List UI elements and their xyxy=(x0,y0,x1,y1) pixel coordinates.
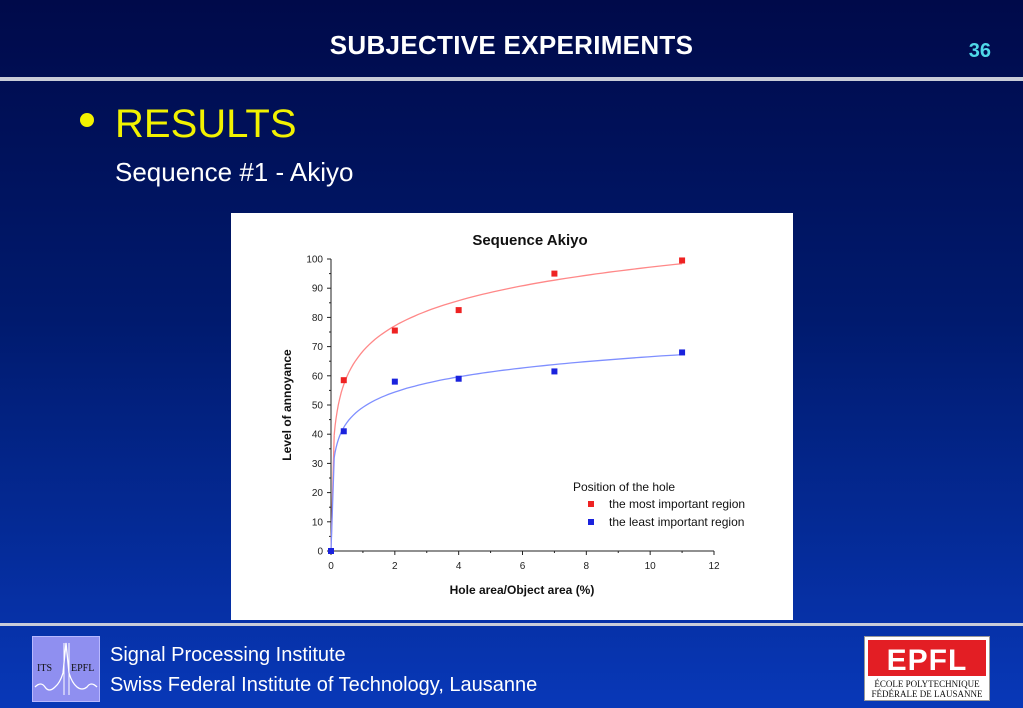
x-tick-label: 0 xyxy=(328,561,334,572)
header-divider xyxy=(0,77,1023,81)
section-subheading: Sequence #1 - Akiyo xyxy=(115,157,354,187)
y-tick-label: 70 xyxy=(312,342,324,353)
legend-title: Position of the hole xyxy=(573,480,675,494)
footer-university: Swiss Federal Institute of Technology, L… xyxy=(110,674,538,696)
epfl-name-line2: FÉDÉRALE DE LAUSANNE xyxy=(872,689,983,699)
slide-title: SUBJECTIVE EXPERIMENTS xyxy=(329,30,694,60)
x-tick-label: 10 xyxy=(645,561,657,572)
x-tick-label: 8 xyxy=(584,561,590,572)
chart-panel: Sequence Akiyo Hole area/Object area (%)… xyxy=(231,213,793,620)
chart-title: Sequence Akiyo xyxy=(472,232,587,249)
data-point xyxy=(328,548,334,554)
data-point xyxy=(551,368,558,375)
section-heading: RESULTS xyxy=(115,102,297,146)
footer-institute: Signal Processing Institute xyxy=(110,644,346,666)
data-point xyxy=(340,428,347,435)
x-tick-label: 4 xyxy=(456,561,462,572)
y-tick-label: 30 xyxy=(312,459,324,470)
x-tick-label: 2 xyxy=(392,561,398,572)
legend-marker xyxy=(588,519,594,525)
epfl-name-line1: ÉCOLE POLYTECHNIQUE xyxy=(874,679,980,689)
fit-curve xyxy=(330,263,683,552)
annoyance-chart: Sequence Akiyo Hole area/Object area (%)… xyxy=(280,232,745,597)
data-point xyxy=(455,375,462,382)
y-tick-label: 20 xyxy=(312,488,324,499)
epfl-wordmark: EPFL xyxy=(887,644,968,677)
its-logo-right-text: EPFL xyxy=(71,663,94,674)
y-axis-label: Level of annoyance xyxy=(280,349,294,461)
fit-curve xyxy=(330,353,683,552)
data-point xyxy=(340,377,347,384)
x-tick-label: 12 xyxy=(708,561,720,572)
y-tick-label: 100 xyxy=(306,255,323,266)
its-logo-left-text: ITS xyxy=(37,663,52,674)
its-logo: ITS EPFL xyxy=(32,636,100,702)
data-point xyxy=(551,270,558,277)
footer-divider xyxy=(0,623,1023,626)
data-point xyxy=(679,257,686,264)
legend-marker xyxy=(588,501,594,507)
y-tick-label: 60 xyxy=(312,371,324,382)
legend-label: the most important region xyxy=(609,497,745,511)
data-point xyxy=(391,378,398,385)
bullet-icon xyxy=(80,113,94,127)
data-point xyxy=(391,327,398,334)
page-number: 36 xyxy=(968,40,991,62)
y-tick-label: 0 xyxy=(317,547,323,558)
data-point xyxy=(679,349,686,356)
x-tick-label: 6 xyxy=(520,561,526,572)
y-tick-label: 40 xyxy=(312,430,324,441)
data-point xyxy=(455,307,462,314)
legend-label: the least important region xyxy=(609,515,744,529)
x-axis-label: Hole area/Object area (%) xyxy=(450,583,595,597)
y-tick-label: 50 xyxy=(312,401,324,412)
epfl-logo: EPFL ÉCOLE POLYTECHNIQUE FÉDÉRALE DE LAU… xyxy=(864,636,990,701)
y-tick-label: 80 xyxy=(312,313,324,324)
y-tick-label: 90 xyxy=(312,284,324,295)
y-tick-label: 10 xyxy=(312,517,324,528)
